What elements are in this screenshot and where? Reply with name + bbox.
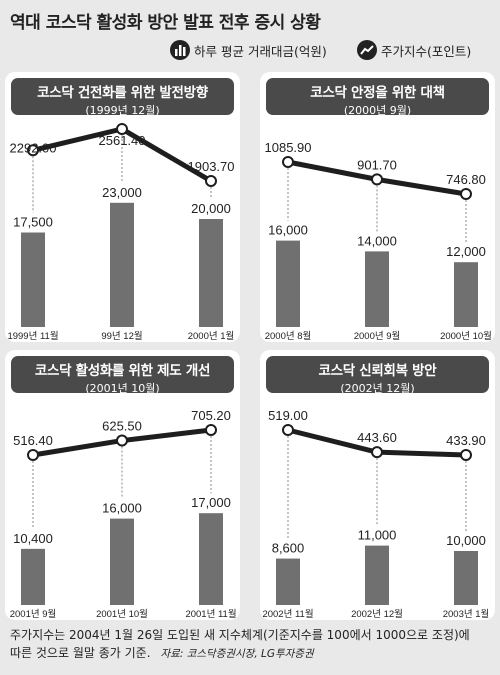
bar-value-label: 12,000 (446, 244, 486, 259)
index-point (371, 173, 383, 186)
bar-value-label: 23,000 (102, 185, 142, 200)
panel-subtitle: (1999년 12월) (85, 104, 160, 117)
index-value-label: 2292.00 (10, 140, 57, 155)
panel-subtitle: (2001년 10월) (85, 382, 160, 395)
index-point (460, 188, 472, 200)
x-tick-label: 2001년 11월 (185, 608, 236, 620)
panel-header: 코스닥 활성화를 위한 제도 개선 (2001년 10월) (11, 356, 234, 395)
bar-value-label: 14,000 (357, 233, 397, 248)
chart-panel-1: 코스닥 건전화를 위한 발전방향 (1999년 12월) 17,500 1999년… (5, 72, 240, 342)
bar (276, 558, 300, 605)
index-value-label: 433.90 (446, 433, 486, 448)
footnote-line-2-text: 따른 것으로 월말 종가 기준. (10, 646, 151, 660)
index-value-label: 901.70 (357, 157, 397, 172)
bar-value-label: 20,000 (191, 201, 231, 216)
index-point (27, 449, 39, 461)
index-point (116, 434, 128, 447)
chart-plot: 16,000 2000년 8월 14,000 2000년 9월 12,000 2000년 … (265, 140, 492, 342)
panel-header: 코스닥 안정을 위한 대책 (2000년 9월) (266, 78, 489, 117)
chart-plot: 10,400 2001년 9월 16,000 2001년 10월 17,000 2001년… (10, 408, 237, 620)
panel-title: 코스닥 건전화를 위한 발전방향 (37, 85, 208, 101)
footnote: 주가지수는 2004년 1월 26일 도입된 새 지수체계(기준지수를 100에… (10, 626, 470, 663)
index-point (282, 156, 294, 168)
bar-value-label: 11,000 (358, 528, 397, 543)
panel-title: 코스닥 신뢰회복 방안 (318, 363, 437, 379)
index-point (282, 424, 294, 436)
x-tick-label: 2001년 9월 (10, 608, 57, 620)
bar (454, 551, 478, 605)
legend-bar: 하루 평균 거래대금(억원) (170, 40, 327, 60)
panel-subtitle: (2000년 9월) (343, 104, 412, 117)
line-chart-icon (357, 40, 377, 60)
index-value-label: 443.60 (357, 430, 397, 445)
x-tick-label: 2000년 8월 (265, 330, 312, 342)
chart-panel-2: 코스닥 안정을 위한 대책 (2000년 9월) 16,000 2000년 8월 1… (260, 72, 495, 342)
index-point (116, 123, 128, 135)
footnote-line-2: 따른 것으로 월말 종가 기준. 자료: 코스닥증권시장, LG투자증권 (10, 644, 470, 663)
index-value-label: 1085.90 (265, 140, 312, 155)
index-point (205, 424, 217, 436)
bar-value-label: 8,600 (272, 541, 305, 556)
bar (454, 262, 478, 327)
x-tick-label: 2000년 1월 (188, 330, 235, 342)
panel-header: 코스닥 신뢰회복 방안 (2002년 12월) (266, 356, 489, 395)
x-tick-label: 2001년 10월 (96, 608, 148, 620)
index-value-label: 519.00 (268, 408, 308, 423)
index-value-label: 2561.40 (99, 133, 146, 148)
index-point (460, 449, 472, 461)
legend-bar-label: 하루 평균 거래대금(억원) (194, 43, 327, 59)
x-tick-label: 2000년 9월 (354, 330, 401, 342)
panel-header: 코스닥 건전화를 위한 발전방향 (1999년 12월) (11, 78, 234, 117)
x-tick-label: 2002년 11월 (262, 608, 313, 620)
bar (110, 518, 134, 605)
bar (199, 219, 223, 327)
index-point (371, 446, 383, 459)
x-tick-label: 99년 12월 (101, 330, 142, 342)
x-tick-label: 2000년 10월 (440, 330, 492, 342)
bar (276, 240, 300, 327)
bar-value-label: 10,000 (446, 533, 486, 548)
infographic-title: 역대 코스닥 활성화 방안 발표 전후 증시 상황 (10, 13, 321, 33)
panel-title: 코스닥 활성화를 위한 제도 개선 (34, 363, 211, 379)
footnote-line-1: 주가지수는 2004년 1월 26일 도입된 새 지수체계(기준지수를 100에… (10, 628, 470, 642)
source-note: 자료: 코스닥증권시장, LG투자증권 (160, 648, 314, 660)
bar (21, 232, 45, 327)
bar-value-label: 17,500 (13, 215, 53, 230)
chart-panel-3: 코스닥 활성화를 위한 제도 개선 (2001년 10월) 10,400 2001… (5, 350, 240, 620)
bar (365, 545, 389, 605)
panel-subtitle: (2002년 12월) (340, 382, 415, 395)
bar-value-label: 16,000 (268, 223, 308, 238)
legend-line-label: 주가지수(포인트) (381, 43, 472, 59)
bar (110, 202, 134, 327)
index-point (205, 175, 217, 187)
bar (21, 548, 45, 605)
bar-chart-icon (170, 40, 190, 60)
x-tick-label: 1999년 11월 (7, 330, 58, 342)
index-value-label: 705.20 (191, 408, 231, 423)
bar-value-label: 10,400 (13, 531, 53, 546)
chart-panel-4: 코스닥 신뢰회복 방안 (2002년 12월) 8,600 2002년 11월 11… (260, 350, 495, 620)
index-value-label: 746.80 (446, 172, 486, 187)
index-value-label: 516.40 (13, 433, 53, 448)
index-point (27, 144, 39, 157)
panel-title: 코스닥 안정을 위한 대책 (310, 85, 445, 101)
legend-line: 주가지수(포인트) (357, 40, 471, 60)
bar-value-label: 16,000 (102, 501, 142, 516)
chart-plot: 8,600 2002년 11월 11,000 2002년 12월 10,000 2003년… (262, 408, 490, 620)
index-value-label: 625.50 (102, 419, 142, 434)
bar (365, 251, 389, 327)
chart-plot: 17,500 1999년 11월 23,000 99년 12월 20,000 2000년 … (7, 123, 235, 342)
x-tick-label: 2003년 1월 (443, 608, 490, 620)
bar-value-label: 17,000 (191, 495, 231, 510)
x-tick-label: 2002년 12월 (351, 608, 403, 620)
bar (199, 513, 223, 605)
index-value-label: 1903.70 (188, 159, 235, 174)
